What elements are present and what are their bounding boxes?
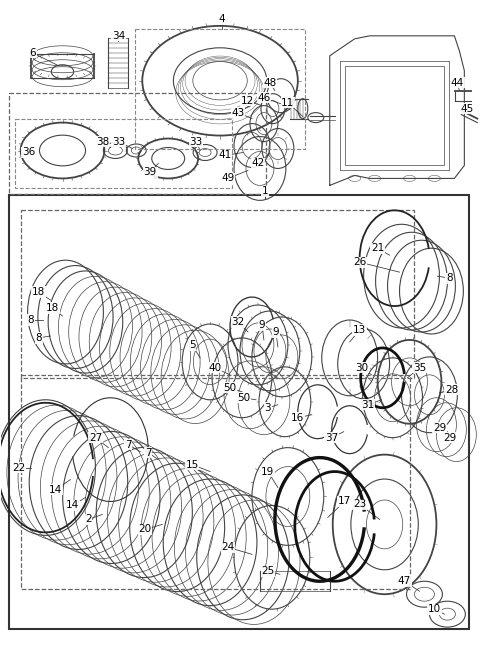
Text: 2: 2 [85, 514, 92, 525]
Text: 9: 9 [273, 327, 279, 337]
Text: 35: 35 [413, 363, 426, 373]
Text: 32: 32 [231, 317, 245, 327]
Text: 1: 1 [262, 186, 268, 197]
Text: 7: 7 [125, 440, 132, 450]
Text: 29: 29 [443, 433, 456, 443]
Text: 42: 42 [252, 159, 264, 168]
Text: 43: 43 [231, 107, 245, 118]
Text: 24: 24 [221, 542, 235, 553]
Bar [9, 195, 469, 629]
Text: 33: 33 [112, 137, 125, 146]
Text: 8: 8 [35, 333, 42, 343]
Bar [345, 66, 444, 166]
Text: 13: 13 [353, 325, 366, 335]
Bar [135, 29, 305, 149]
Text: 50: 50 [224, 383, 237, 393]
Text: 10: 10 [428, 604, 441, 614]
Text: 31: 31 [361, 400, 374, 410]
Text: 8: 8 [27, 315, 34, 325]
Text: 9: 9 [259, 320, 265, 330]
Text: 50: 50 [238, 393, 251, 403]
Text: 3: 3 [264, 402, 271, 413]
Text: 38: 38 [96, 137, 109, 146]
Bar [15, 118, 232, 188]
Text: 6: 6 [29, 48, 36, 58]
Text: 47: 47 [398, 576, 411, 586]
Text: 15: 15 [185, 459, 199, 470]
Bar [9, 93, 266, 194]
Text: 49: 49 [221, 173, 235, 183]
Text: 27: 27 [89, 433, 102, 443]
Text: 11: 11 [281, 98, 295, 107]
Text: 45: 45 [461, 104, 474, 114]
Text: 19: 19 [261, 466, 275, 477]
Text: 37: 37 [325, 433, 338, 443]
Text: 29: 29 [433, 422, 446, 433]
Text: 30: 30 [355, 363, 368, 373]
Text: 46: 46 [257, 93, 271, 103]
Text: 18: 18 [32, 287, 45, 297]
Text: 21: 21 [371, 243, 384, 253]
Text: 7: 7 [145, 448, 152, 457]
Text: 8: 8 [446, 273, 453, 283]
Text: 41: 41 [218, 151, 232, 160]
Text: 40: 40 [208, 363, 222, 373]
Text: 48: 48 [264, 78, 276, 88]
Text: 14: 14 [49, 485, 62, 494]
Text: 22: 22 [12, 463, 25, 472]
Text: 5: 5 [189, 340, 195, 350]
Text: 18: 18 [46, 303, 59, 313]
Text: 26: 26 [353, 257, 366, 267]
Text: 28: 28 [445, 385, 458, 395]
Text: 14: 14 [66, 501, 79, 510]
Text: 36: 36 [22, 148, 35, 157]
Text: 39: 39 [144, 168, 157, 177]
Text: 23: 23 [353, 499, 366, 509]
Text: 25: 25 [261, 566, 275, 576]
Text: 12: 12 [240, 96, 253, 105]
Text: 20: 20 [139, 525, 152, 534]
Text: 44: 44 [451, 78, 464, 88]
Text: 17: 17 [338, 496, 351, 507]
Text: 4: 4 [219, 14, 226, 24]
Text: 16: 16 [291, 413, 304, 422]
Bar [21, 210, 415, 378]
Text: 33: 33 [190, 137, 203, 146]
Text: 34: 34 [112, 31, 125, 41]
Bar [21, 375, 409, 589]
